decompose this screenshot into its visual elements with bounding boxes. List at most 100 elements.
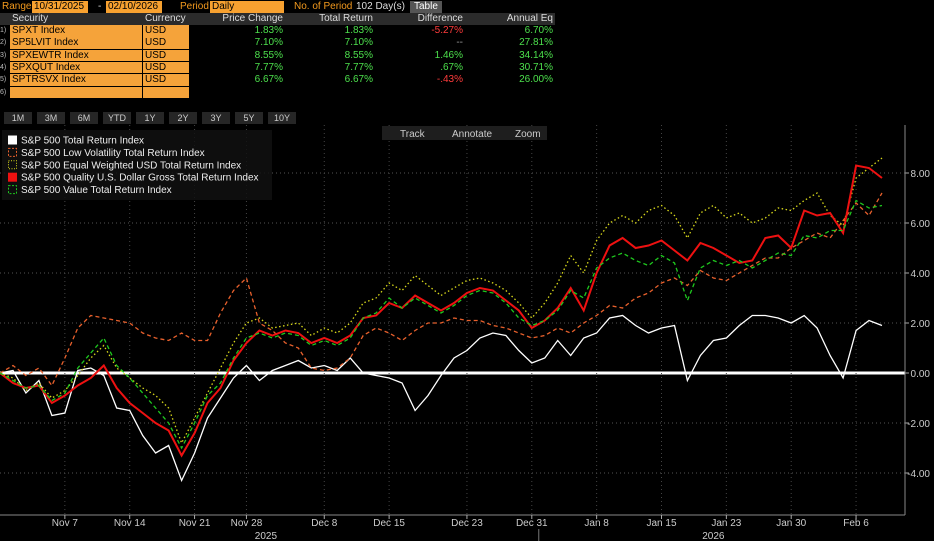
row-number: 5): [0, 76, 7, 84]
value: .67%: [440, 61, 463, 73]
y-tick-label: 4.00: [911, 269, 931, 280]
currency[interactable]: USD: [143, 74, 189, 86]
y-tick-label: 2.00: [911, 319, 931, 330]
value: 27.81%: [519, 37, 553, 49]
column-header: Difference: [375, 13, 465, 25]
series-line: [0, 192, 883, 387]
currency[interactable]: [143, 86, 189, 98]
value: 6.70%: [524, 25, 553, 36]
period-button[interactable]: YTD: [103, 112, 131, 124]
value: -5.27%: [431, 25, 463, 36]
x-tick-label: Feb 6: [843, 518, 869, 529]
y-tick-label: 8.00: [911, 169, 931, 180]
period-label: Period: [180, 1, 209, 12]
period-button[interactable]: 6M: [70, 112, 98, 124]
year-label: 2025: [255, 531, 278, 541]
series-line: [0, 314, 883, 483]
currency[interactable]: USD: [143, 61, 189, 74]
security[interactable]: SPXQUT Index: [10, 61, 142, 74]
value: --: [456, 37, 463, 49]
row-number: 2): [0, 39, 7, 47]
x-tick-label: Dec 15: [373, 518, 405, 529]
x-tick-label: Jan 23: [711, 518, 741, 529]
x-tick-label: Jan 15: [646, 518, 676, 529]
count-label: No. of Period: [294, 1, 353, 12]
range-label: Range: [2, 1, 32, 12]
series-line: [0, 199, 883, 450]
period-button[interactable]: 1Y: [136, 112, 164, 124]
series-line: [0, 157, 883, 445]
row-number: 4): [0, 63, 7, 71]
row-number: 6): [0, 88, 7, 96]
currency[interactable]: USD: [143, 49, 189, 62]
dash: -: [98, 1, 102, 12]
chart-tool[interactable]: Zoom: [515, 129, 541, 140]
value: 7.10%: [254, 37, 283, 49]
column-header: Annual Eq: [465, 13, 555, 25]
chart-tool[interactable]: Track: [400, 129, 426, 140]
value: 26.00%: [519, 74, 553, 86]
row-number: 1): [0, 27, 7, 34]
value: 7.77%: [344, 61, 373, 73]
value: 30.71%: [519, 61, 553, 73]
period-button[interactable]: 3Y: [202, 112, 230, 124]
security[interactable]: SPTRSVX Index: [10, 74, 142, 86]
value: 1.46%: [434, 49, 463, 61]
row-number: 3): [0, 51, 7, 59]
value: 7.10%: [344, 37, 373, 49]
legend-swatch: [8, 185, 17, 195]
period-button[interactable]: 2Y: [169, 112, 197, 124]
count: 102 Day(s): [356, 1, 405, 12]
header-pad: [0, 13, 10, 25]
x-tick-label: Nov 21: [179, 518, 211, 529]
period-select[interactable]: Daily: [210, 1, 284, 13]
security[interactable]: SPXT Index: [10, 25, 142, 37]
currency[interactable]: USD: [143, 37, 189, 49]
end-date[interactable]: 02/10/2026: [106, 1, 162, 13]
period-button[interactable]: 3M: [37, 112, 65, 124]
value: 34.14%: [519, 49, 553, 61]
period-button[interactable]: 10Y: [268, 112, 296, 124]
value: 8.55%: [344, 49, 373, 61]
column-header: Currency: [143, 13, 190, 25]
x-tick-label: Dec 23: [451, 518, 483, 529]
chart-tool[interactable]: Annotate: [452, 129, 492, 140]
legend-label: S&P 500 Value Total Return Index: [21, 185, 172, 196]
y-tick-label: 6.00: [911, 219, 931, 230]
y-tick-label: -2.00: [907, 419, 930, 430]
y-tick-label: -4.00: [907, 469, 930, 480]
value: 7.77%: [254, 61, 283, 73]
start-date[interactable]: 10/31/2025: [32, 1, 88, 13]
period-button[interactable]: 1M: [4, 112, 32, 124]
x-tick-label: Nov 7: [52, 518, 79, 529]
security[interactable]: SPXEWTR Index: [10, 49, 142, 62]
table-button[interactable]: Table: [410, 1, 442, 13]
legend-swatch: [8, 160, 17, 170]
x-tick-label: Dec 31: [516, 518, 548, 529]
legend-label: S&P 500 Low Volatility Total Return Inde…: [21, 148, 205, 159]
column-header: Total Return: [285, 13, 375, 25]
x-tick-label: Dec 8: [311, 518, 338, 529]
x-tick-label: Nov 14: [114, 518, 146, 529]
security[interactable]: SP5LVIT Index: [10, 37, 142, 49]
legend-label: S&P 500 Quality U.S. Dollar Gross Total …: [21, 173, 259, 184]
x-tick-label: Nov 28: [231, 518, 263, 529]
year-label: 2026: [702, 531, 725, 541]
series-line: [0, 164, 883, 458]
value: 8.55%: [254, 49, 283, 61]
security[interactable]: [10, 86, 142, 98]
legend-swatch: [8, 135, 17, 145]
value: -.43%: [436, 74, 463, 86]
x-tick-label: Jan 30: [776, 518, 806, 529]
legend-box: [2, 130, 272, 200]
value: 6.67%: [254, 74, 283, 86]
currency[interactable]: USD: [143, 25, 189, 37]
legend-swatch: [8, 147, 17, 157]
period-button[interactable]: 5Y: [235, 112, 263, 124]
value: 6.67%: [344, 74, 373, 86]
chart-toolbar: [382, 126, 547, 140]
value: 1.83%: [254, 25, 283, 36]
column-header: Price Change: [190, 13, 285, 25]
